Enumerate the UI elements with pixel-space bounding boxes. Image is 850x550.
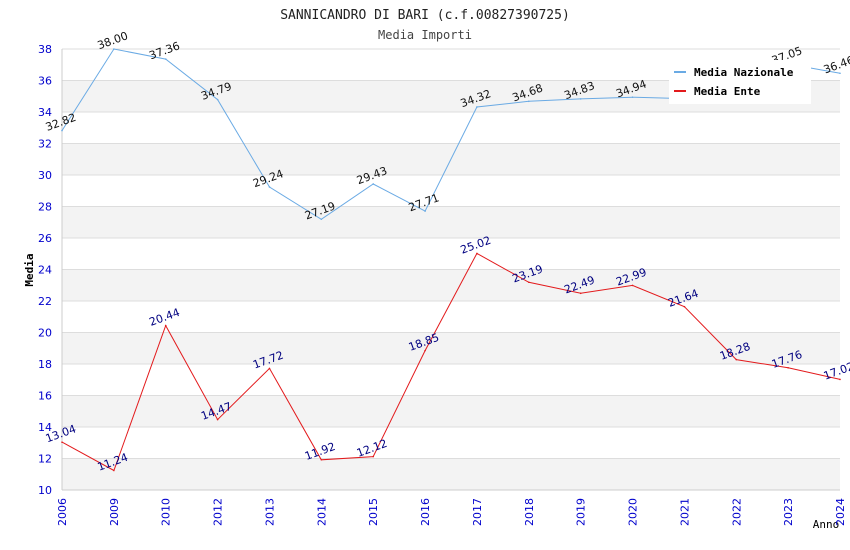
y-axis-ticks: 10 12 14 16 18 20 22 24 26 28 30 32 34 36 38 [38,43,52,497]
x-tick-label: 2024 [834,498,847,526]
x-tick-label: 2019 [575,498,588,526]
data-point [372,455,375,458]
y-tick-label: 18 [38,358,52,371]
x-tick-label: 2016 [419,498,432,526]
data-point [216,418,219,421]
data-point [683,305,686,308]
x-tick-label: 2017 [471,498,484,526]
data-point [61,129,63,132]
legend-label: Media Ente [694,85,761,98]
data-point [631,284,634,287]
y-tick-label: 22 [38,295,52,308]
data-point [839,378,841,381]
y-tick-label: 32 [38,138,52,151]
x-tick-label: 2012 [212,498,225,526]
data-point [528,281,530,284]
legend-label: Media Nazionale [694,66,794,79]
y-tick-label: 12 [38,453,52,466]
data-point [268,186,271,188]
series-line-media-ente [61,252,841,472]
grid-band [62,458,840,490]
data-point [268,367,271,370]
data-point [216,98,219,101]
data-point [476,252,478,255]
y-axis-label: Media [23,253,36,286]
data-point [528,100,530,103]
data-point [424,349,426,352]
chart-subtitle: Media Importi [378,28,472,42]
x-tick-label: 2010 [160,498,173,526]
chart-title: SANNICANDRO DI BARI (c.f.00827390725) [280,8,570,23]
x-tick-label: 2018 [523,498,536,526]
y-tick-label: 28 [38,201,52,214]
y-tick-label: 14 [38,421,52,434]
data-point [113,469,115,472]
grid-band [62,206,840,238]
y-tick-label: 20 [38,327,52,340]
x-tick-label: 2022 [730,498,743,526]
y-tick-label: 36 [38,75,52,88]
y-tick-label: 38 [38,43,52,56]
data-point [164,58,167,60]
x-axis-ticks: 2006 2009 2010 2012 2013 2014 2015 2016 2017 2018… [56,498,847,526]
x-tick-label: 2023 [782,498,795,526]
data-point [372,183,375,185]
data-point [579,292,582,295]
y-tick-label: 10 [38,484,52,497]
y-tick-label: 24 [38,264,52,277]
data-point [787,366,789,369]
data-point [320,458,323,461]
y-tick-label: 34 [38,106,52,119]
data-point [476,106,478,108]
y-tick-label: 26 [38,232,52,245]
data-point [735,358,738,361]
x-tick-label: 2006 [56,498,69,526]
data-point [424,210,426,212]
legend-box [669,60,811,104]
grid-bands [62,80,840,490]
data-point [839,72,841,75]
y-tick-label: 16 [38,390,52,403]
grid-band [62,395,840,427]
data-label: 20.44 [148,306,182,329]
y-tick-label: 30 [38,169,52,182]
grid-band [62,269,840,301]
data-point [320,218,323,221]
x-tick-label: 2021 [678,498,691,526]
x-tick-label: 2014 [315,498,328,526]
legend: Media Nazionale Media Ente [669,60,811,104]
x-axis-label: Anno [813,518,840,531]
data-point [113,48,115,50]
data-point [61,441,63,443]
data-point [579,98,582,100]
x-tick-label: 2015 [367,498,380,526]
x-tick-label: 2013 [263,498,276,526]
data-point [164,324,167,327]
grid-band [62,332,840,364]
x-tick-label: 2009 [108,498,121,526]
data-point [631,96,634,98]
x-tick-label: 2020 [627,498,640,526]
